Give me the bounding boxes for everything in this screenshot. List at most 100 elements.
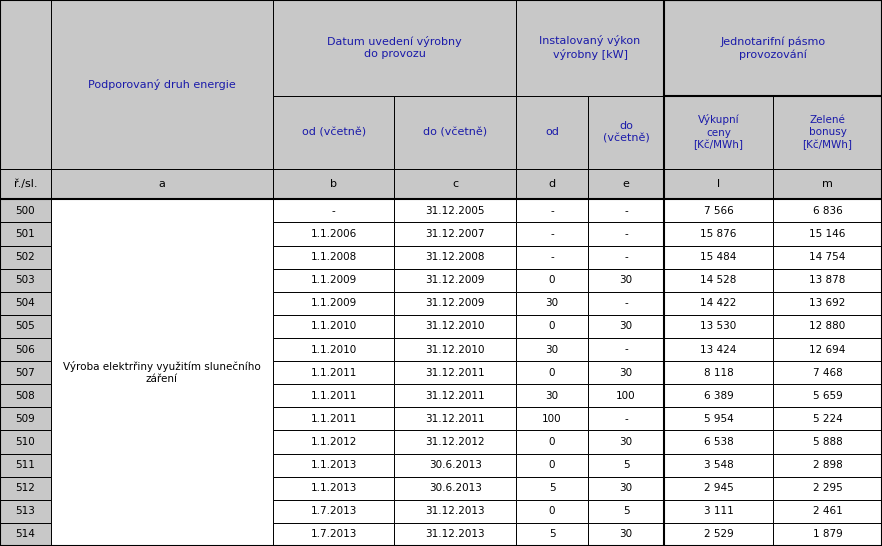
- Bar: [394, 246, 516, 269]
- Text: 6 836: 6 836: [812, 206, 842, 216]
- Text: 5: 5: [623, 506, 630, 517]
- Bar: [588, 169, 664, 199]
- Text: 5 954: 5 954: [704, 414, 734, 424]
- Bar: [664, 338, 773, 361]
- Bar: [273, 292, 394, 315]
- Text: -: -: [550, 229, 554, 239]
- Bar: [773, 500, 882, 523]
- Bar: [516, 407, 588, 430]
- Bar: [394, 500, 516, 523]
- Bar: [588, 222, 664, 246]
- Text: 513: 513: [16, 506, 35, 517]
- Text: 31.12.2011: 31.12.2011: [425, 391, 485, 401]
- Bar: [773, 315, 882, 338]
- Bar: [394, 407, 516, 430]
- Text: 30: 30: [545, 298, 558, 308]
- Text: 0: 0: [549, 460, 556, 470]
- Bar: [394, 169, 516, 199]
- Text: 508: 508: [16, 391, 35, 401]
- Text: 31.12.2013: 31.12.2013: [425, 530, 485, 539]
- Bar: [394, 477, 516, 500]
- Bar: [273, 169, 394, 199]
- Bar: [273, 500, 394, 523]
- Text: 13 424: 13 424: [700, 345, 736, 354]
- Text: 2 295: 2 295: [812, 483, 842, 493]
- Text: 5: 5: [623, 460, 630, 470]
- Text: Zelené
bonusy
[Kč/MWh]: Zelené bonusy [Kč/MWh]: [803, 115, 853, 150]
- Text: 12 880: 12 880: [810, 322, 846, 331]
- Bar: [0, 199, 51, 222]
- Text: do (včetně): do (včetně): [423, 127, 488, 138]
- Text: 15 484: 15 484: [700, 252, 736, 262]
- Bar: [516, 292, 588, 315]
- Bar: [273, 269, 394, 292]
- Text: 30: 30: [619, 367, 632, 378]
- Text: -: -: [332, 206, 335, 216]
- Text: od: od: [545, 127, 559, 138]
- Bar: [588, 407, 664, 430]
- Text: Výkupní
ceny
[Kč/MWh]: Výkupní ceny [Kč/MWh]: [693, 114, 744, 151]
- Text: od (včetně): od (včetně): [302, 127, 366, 138]
- Text: 1.1.2012: 1.1.2012: [310, 437, 357, 447]
- Text: -: -: [624, 206, 628, 216]
- Text: 14 422: 14 422: [700, 298, 736, 308]
- Bar: [516, 454, 588, 477]
- Text: 6 538: 6 538: [704, 437, 734, 447]
- Bar: [394, 454, 516, 477]
- Bar: [773, 199, 882, 222]
- Bar: [273, 361, 394, 384]
- Text: 0: 0: [549, 437, 556, 447]
- Bar: [664, 292, 773, 315]
- Bar: [0, 454, 51, 477]
- Bar: [664, 199, 773, 222]
- Bar: [0, 384, 51, 407]
- Text: -: -: [624, 345, 628, 354]
- Bar: [773, 338, 882, 361]
- Text: 1 879: 1 879: [812, 530, 842, 539]
- Text: 13 530: 13 530: [700, 322, 736, 331]
- Text: -: -: [624, 229, 628, 239]
- Text: 507: 507: [16, 367, 35, 378]
- Bar: [588, 523, 664, 546]
- Bar: [664, 96, 773, 169]
- Text: 0: 0: [549, 367, 556, 378]
- Text: 1.1.2011: 1.1.2011: [310, 391, 357, 401]
- Bar: [273, 407, 394, 430]
- Bar: [51, 199, 273, 546]
- Text: 5: 5: [549, 530, 556, 539]
- Bar: [516, 500, 588, 523]
- Bar: [588, 384, 664, 407]
- Text: 13 692: 13 692: [810, 298, 846, 308]
- Text: ř./sl.: ř./sl.: [13, 179, 37, 189]
- Bar: [773, 96, 882, 169]
- Bar: [516, 430, 588, 454]
- Bar: [394, 222, 516, 246]
- Text: 1.7.2013: 1.7.2013: [310, 530, 357, 539]
- Bar: [588, 199, 664, 222]
- Text: 501: 501: [16, 229, 35, 239]
- Text: 509: 509: [16, 414, 35, 424]
- Text: 14 754: 14 754: [810, 252, 846, 262]
- Bar: [0, 338, 51, 361]
- Bar: [273, 477, 394, 500]
- Text: 3 548: 3 548: [704, 460, 734, 470]
- Bar: [394, 384, 516, 407]
- Text: 2 898: 2 898: [812, 460, 842, 470]
- Text: 505: 505: [16, 322, 35, 331]
- Bar: [273, 222, 394, 246]
- Bar: [664, 384, 773, 407]
- Bar: [588, 500, 664, 523]
- Bar: [0, 0, 51, 169]
- Bar: [0, 222, 51, 246]
- Text: 500: 500: [16, 206, 35, 216]
- Text: 5 888: 5 888: [812, 437, 842, 447]
- Text: 512: 512: [16, 483, 35, 493]
- Bar: [664, 269, 773, 292]
- Text: 504: 504: [16, 298, 35, 308]
- Text: 2 461: 2 461: [812, 506, 842, 517]
- Text: 506: 506: [16, 345, 35, 354]
- Text: l: l: [717, 179, 721, 189]
- Bar: [773, 269, 882, 292]
- Bar: [664, 454, 773, 477]
- Text: 30.6.2013: 30.6.2013: [429, 460, 482, 470]
